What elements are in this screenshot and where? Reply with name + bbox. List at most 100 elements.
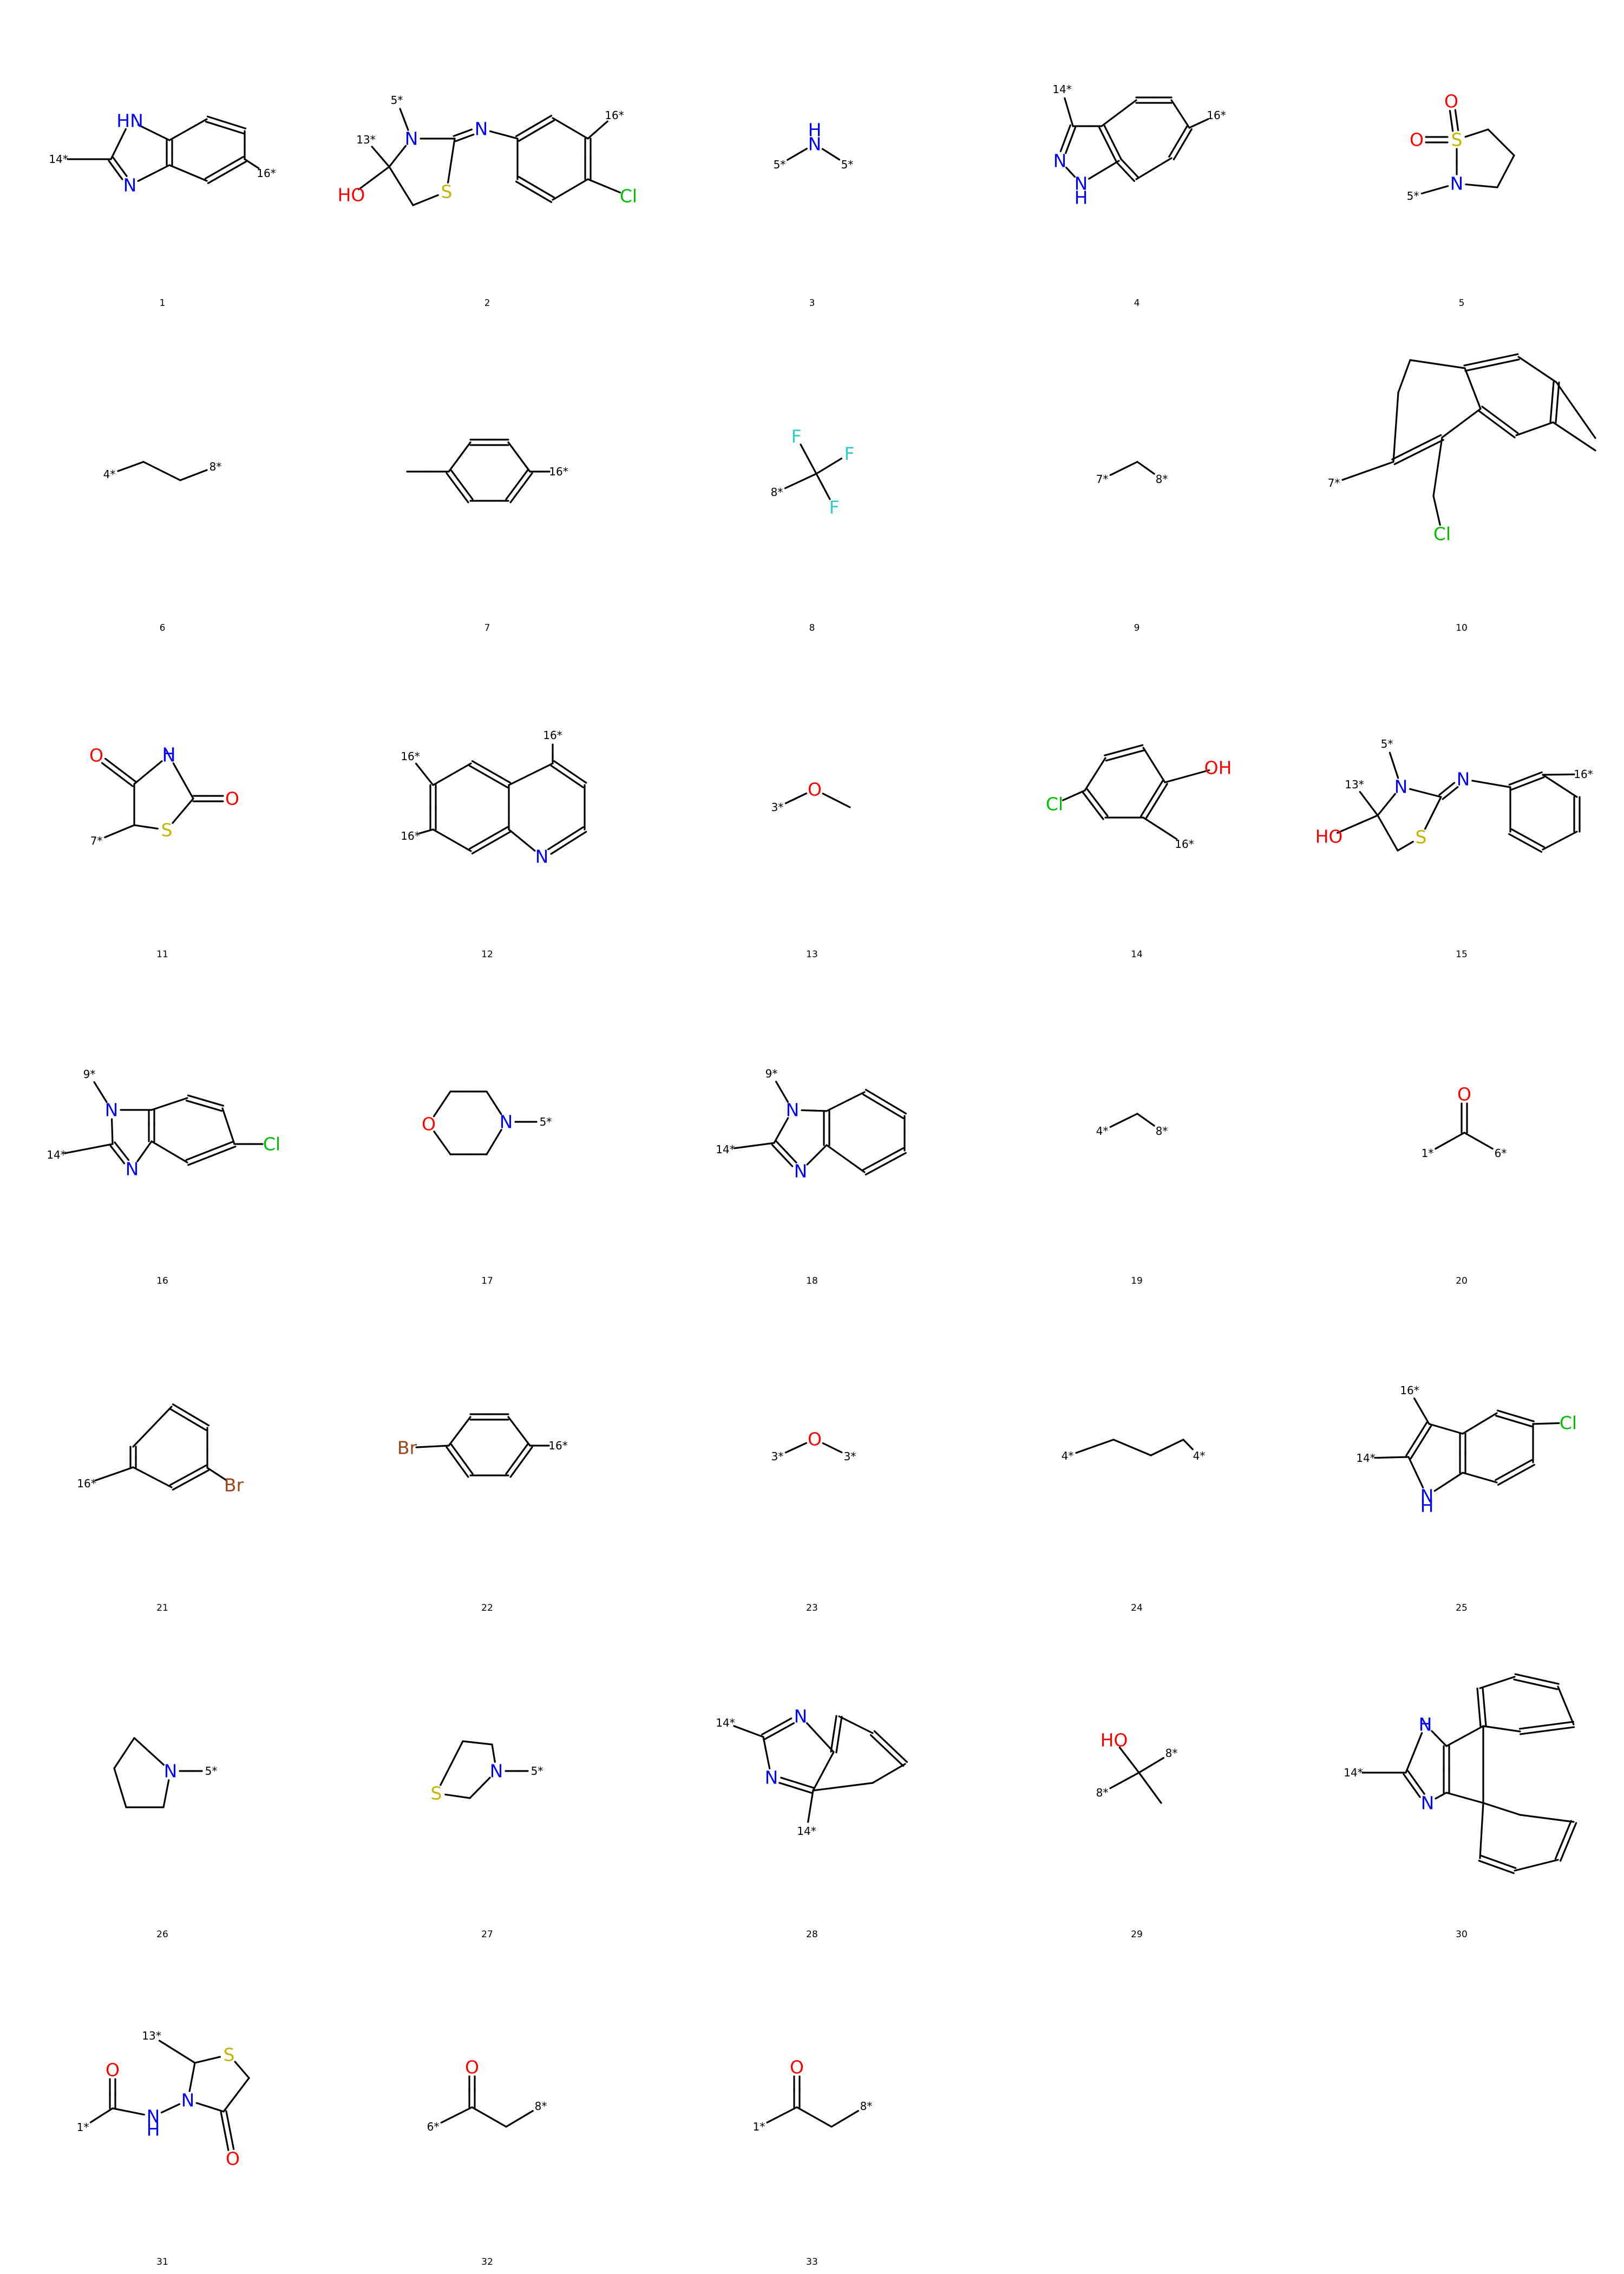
- bond: [1144, 467, 1155, 475]
- molecule-27: N 5* S 27: [431, 1740, 543, 1940]
- molecule-3: HN 5* 5* 3: [774, 120, 854, 309]
- atom-label: S: [431, 1783, 442, 1804]
- bond: [205, 121, 226, 129]
- bond: [1549, 401, 1553, 423]
- bond: [885, 1101, 907, 1115]
- bond: [456, 2106, 473, 2116]
- molecule-caption: 12: [481, 949, 493, 960]
- attachment-label: 14*: [1344, 1766, 1363, 1779]
- bond: [119, 166, 128, 177]
- bond: [471, 2106, 490, 2118]
- bond: [388, 166, 402, 187]
- bond: [491, 1743, 495, 1754]
- molecule-caption: 25: [1456, 1603, 1468, 1613]
- bond: [1449, 1132, 1465, 1142]
- bond: [835, 1734, 840, 1754]
- bond: [519, 2110, 534, 2120]
- bond: [1120, 158, 1131, 169]
- bond: [1415, 1471, 1424, 1489]
- molecule-19: 4* 8* 19: [1096, 1113, 1168, 1286]
- bond: [143, 1140, 153, 1153]
- atom-label: S: [441, 181, 453, 202]
- bond: [1441, 422, 1463, 439]
- bond: [1092, 805, 1104, 820]
- bond: [1075, 1445, 1096, 1454]
- bond: [784, 480, 802, 489]
- bond: [1495, 1866, 1515, 1874]
- bond: [1555, 401, 1558, 424]
- bond: [518, 129, 538, 142]
- bond: [1471, 780, 1492, 785]
- bond: [1557, 1685, 1567, 1707]
- molecule-caption: 14: [1131, 949, 1143, 960]
- bond: [1494, 1469, 1515, 1481]
- attachment-label: 1*: [77, 2121, 89, 2134]
- bond: [1140, 798, 1153, 817]
- molecule-caption: 21: [156, 1603, 168, 1613]
- bond: [1462, 1422, 1481, 1435]
- bond: [493, 1752, 496, 1763]
- attachment-label: 5*: [841, 158, 854, 171]
- bond: [1418, 439, 1444, 453]
- bond: [1065, 166, 1072, 173]
- bond: [109, 1145, 119, 1155]
- bond: [88, 1143, 114, 1149]
- molecule-caption: 29: [1131, 1929, 1143, 1940]
- bond: [1508, 777, 1527, 786]
- bond: [168, 1097, 188, 1105]
- bond: [1513, 1420, 1534, 1428]
- bond: [169, 1408, 189, 1421]
- bond: [733, 1725, 750, 1733]
- bond: [1464, 1796, 1484, 1804]
- bond: [1111, 141, 1123, 161]
- bond: [150, 1140, 171, 1153]
- bond: [1182, 1439, 1189, 1446]
- bond: [1476, 128, 1489, 134]
- bond: [113, 1466, 134, 1475]
- bond: [432, 773, 453, 786]
- bond: [567, 831, 587, 844]
- bond: [486, 1090, 495, 1104]
- bond: [1437, 436, 1443, 468]
- bond: [117, 465, 132, 472]
- attachment-label: 16*: [543, 729, 562, 742]
- bond: [828, 458, 843, 467]
- atom-label: Cl: [1560, 1413, 1577, 1434]
- bond: [412, 199, 427, 206]
- bond: [123, 1737, 135, 1754]
- molecule-16: 9* N 14* N Cl 16: [47, 1068, 280, 1286]
- bond: [1446, 782, 1456, 790]
- molecule-caption: 20: [1456, 1276, 1468, 1286]
- bond: [1436, 363, 1466, 369]
- bond: [1527, 776, 1545, 785]
- bond: [1463, 1132, 1479, 1142]
- bond: [1515, 428, 1536, 436]
- attachment-label: 4*: [103, 468, 116, 481]
- molecule-caption: 23: [806, 1603, 818, 1613]
- atom-label: Cl: [620, 186, 637, 207]
- bond: [119, 824, 135, 832]
- bond: [1177, 125, 1188, 143]
- attachment-label: 16*: [549, 465, 568, 478]
- bond: [493, 1102, 502, 1115]
- bond: [194, 2059, 208, 2064]
- attachment-label: 7*: [90, 834, 103, 847]
- bond: [1403, 359, 1411, 377]
- bond: [776, 1717, 793, 1728]
- bond: [882, 1147, 905, 1160]
- bond: [509, 487, 522, 504]
- bond: [1514, 1864, 1537, 1872]
- atom-label: H: [1075, 187, 1088, 208]
- bond: [550, 764, 568, 777]
- bond: [801, 1109, 815, 1112]
- attachment-label: 8*: [860, 2100, 873, 2113]
- bond: [168, 128, 189, 141]
- bond: [1465, 183, 1483, 187]
- bond: [207, 171, 228, 184]
- attachment-label: 16*: [257, 167, 276, 180]
- bond: [1166, 1439, 1184, 1449]
- bond: [831, 1447, 843, 1454]
- bond: [204, 167, 226, 180]
- molecule-caption: 10: [1456, 623, 1468, 633]
- bond: [807, 1805, 811, 1823]
